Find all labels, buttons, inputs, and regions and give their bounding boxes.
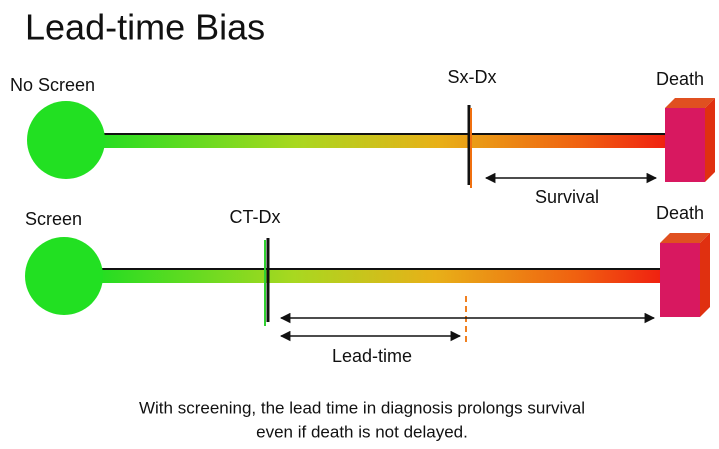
caption-line: With screening, the lead time in diagnos… <box>139 398 585 417</box>
end-label: Death <box>656 69 704 89</box>
row-label: No Screen <box>10 75 95 95</box>
end-label: Death <box>656 203 704 223</box>
timeline-bar <box>95 133 667 148</box>
death-box <box>665 108 705 182</box>
caption-line: even if death is not delayed. <box>256 422 468 441</box>
start-circle <box>27 101 105 179</box>
start-circle <box>25 237 103 315</box>
death-box-side <box>700 233 710 317</box>
marker-label: Sx-Dx <box>448 67 497 87</box>
death-box <box>660 243 700 317</box>
marker-label: CT-Dx <box>230 207 281 227</box>
interval-label: Survival <box>535 187 599 207</box>
row-label: Screen <box>25 209 82 229</box>
death-box-side <box>705 98 715 182</box>
death-box-top <box>665 98 715 108</box>
title: Lead-time Bias <box>25 7 265 48</box>
timeline-bar <box>95 268 662 283</box>
interval-label: Lead-time <box>332 346 412 366</box>
death-box-top <box>660 233 710 243</box>
